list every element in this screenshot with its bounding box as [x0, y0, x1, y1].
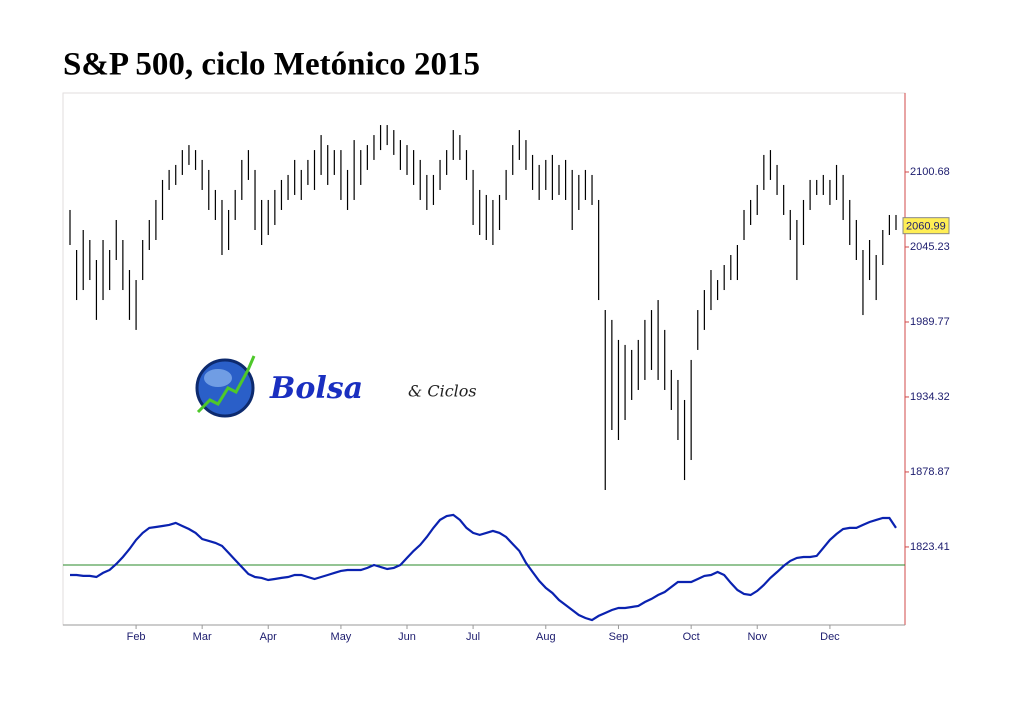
x-tick-label: May	[331, 631, 352, 643]
y-tick-label: 1989.77	[910, 316, 950, 328]
last-value-box	[902, 217, 950, 235]
logo: Bolsa & Ciclos	[195, 355, 477, 418]
x-tick-label: Aug	[536, 631, 556, 643]
y-tick-label: 1934.32	[910, 391, 950, 403]
x-tick-label: Dec	[820, 631, 840, 643]
logo-name: Bolsa	[269, 371, 363, 406]
cycle-line	[70, 513, 897, 622]
x-tick-label: Sep	[609, 631, 629, 643]
logo-suffix: & Ciclos	[408, 382, 477, 401]
y-tick-label: 2045.23	[910, 241, 950, 253]
x-tick-label: Jun	[398, 631, 416, 643]
y-tick-label: 2100.68	[910, 166, 950, 178]
x-tick-label: Apr	[260, 631, 277, 643]
x-tick-label: Jul	[466, 631, 480, 643]
last-value-label: 2060.99	[906, 221, 946, 233]
logo-arrow	[196, 355, 256, 414]
x-tick-label: Feb	[127, 631, 146, 643]
x-tick-label: Nov	[747, 631, 767, 643]
x-tick-label: Oct	[683, 631, 700, 643]
logo-globe	[195, 358, 255, 418]
y-tick-label: 1823.41	[910, 541, 950, 553]
logo-highlight	[204, 369, 232, 387]
chart-title: S&P 500, ciclo Metónico 2015	[63, 47, 480, 83]
y-tick-label: 1878.87	[910, 466, 950, 478]
x-tick-label: Mar	[193, 631, 212, 643]
